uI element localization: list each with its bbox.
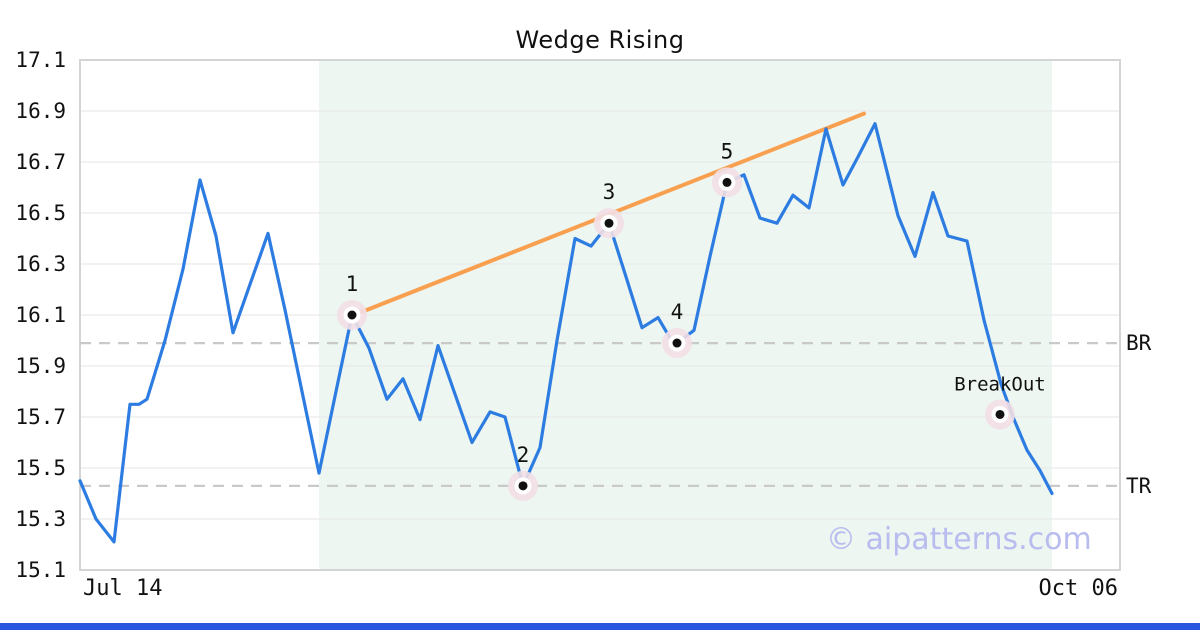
pattern-point-5: 5 <box>712 139 742 198</box>
breakout-marker-label: BreakOut <box>954 373 1046 395</box>
pattern-point-1: 1 <box>337 272 367 330</box>
breakout-marker-dot <box>995 409 1005 419</box>
pattern-point-5-label: 5 <box>721 139 734 163</box>
level-label-BR: BR <box>1126 331 1152 356</box>
y-tick-16.5: 16.5 <box>15 201 66 225</box>
pattern-point-2-label: 2 <box>517 443 530 467</box>
y-tick-15.7: 15.7 <box>15 405 66 429</box>
price-line <box>78 122 1054 544</box>
y-tick-15.5: 15.5 <box>15 456 66 480</box>
pattern-point-2: 2 <box>508 443 538 501</box>
y-tick-16.9: 16.9 <box>15 99 66 123</box>
watermark: © aipatterns.com <box>826 522 1092 557</box>
y-tick-16.7: 16.7 <box>15 150 66 174</box>
pattern-point-1-label: 1 <box>346 272 359 296</box>
pattern-point-4-dot <box>672 338 682 348</box>
footer-accent-bar <box>0 623 1200 630</box>
x-axis-label-start: Jul 14 <box>83 576 163 601</box>
pattern-point-3-label: 3 <box>603 180 616 204</box>
y-tick-16.3: 16.3 <box>15 252 66 276</box>
y-tick-16.1: 16.1 <box>15 303 66 327</box>
pattern-point-4-label: 4 <box>671 300 684 324</box>
breakout-marker: BreakOut <box>954 373 1046 430</box>
pattern-point-5-dot <box>722 177 732 187</box>
pattern-point-1-dot <box>347 310 357 320</box>
pattern-point-2-dot <box>518 481 528 491</box>
chart-title: Wedge Rising <box>515 26 685 54</box>
y-tick-15.1: 15.1 <box>15 558 66 582</box>
x-axis-label-end: Oct 06 <box>1038 576 1118 601</box>
y-tick-15.9: 15.9 <box>15 354 66 378</box>
pattern-point-3-dot <box>604 218 614 228</box>
pattern-point-4: 4 <box>662 300 692 359</box>
plot-border <box>79 59 1121 571</box>
pattern-point-3: 3 <box>594 180 624 239</box>
y-tick-17.1: 17.1 <box>15 48 66 72</box>
y-tick-15.3: 15.3 <box>15 507 66 531</box>
level-label-TR: TR <box>1126 473 1152 498</box>
